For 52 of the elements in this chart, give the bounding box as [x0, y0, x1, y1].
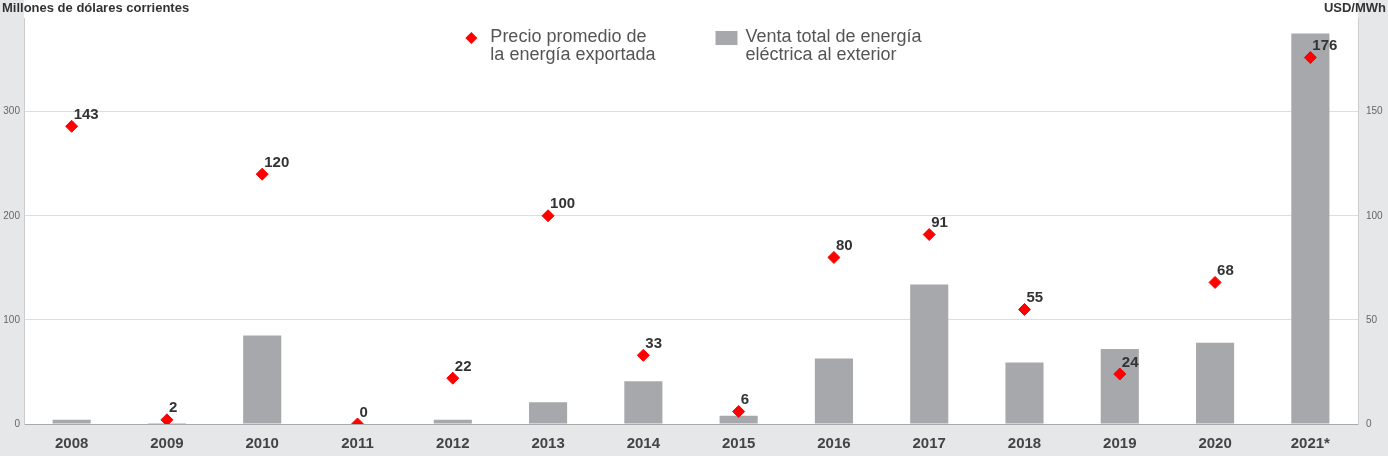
data-label: 55: [1026, 288, 1044, 306]
x-tick-label: 2017: [912, 434, 946, 452]
data-label: 120: [264, 152, 290, 170]
point: [541, 209, 555, 223]
x-tick-label: 2008: [54, 434, 89, 452]
point: [922, 228, 936, 242]
point: [1208, 275, 1222, 289]
y2-tick-label: 150: [1366, 105, 1384, 117]
x-tick-label: 2010: [245, 434, 279, 452]
data-label: 91: [931, 213, 948, 231]
x-tick-label: 2021*: [1290, 434, 1331, 452]
y2-axis-title: USD/MWh: [1323, 0, 1387, 16]
data-label: 80: [835, 236, 853, 254]
x-tick-label: 2020: [1198, 434, 1232, 452]
point: [65, 119, 79, 133]
x-tick-label: 2015: [721, 434, 756, 452]
x-tick-label: 2014: [626, 434, 661, 452]
y-tick-label: 200: [3, 209, 21, 221]
x-tick-label: 2018: [1007, 434, 1042, 452]
legend-label: Venta total de energía eléctrica al exterior: [745, 25, 923, 64]
x-tick-label: 2011: [341, 434, 374, 452]
x-tick-label: 2012: [436, 434, 470, 452]
point: [1018, 302, 1031, 316]
y-tick-label: 300: [3, 105, 21, 117]
data-label: 100: [550, 194, 576, 212]
point: [160, 413, 174, 424]
data-label: 6: [740, 390, 749, 408]
x-tick-label: 2009: [150, 434, 184, 452]
data-label: 33: [645, 333, 663, 351]
data-label: 22: [454, 356, 472, 374]
x-tick-label: 2016: [817, 434, 851, 452]
point: [636, 348, 650, 362]
y-tick-label: 100: [3, 313, 21, 325]
legend-label: Precio promedio de la energía exportada: [490, 25, 657, 64]
y2-tick-label: 0: [1366, 417, 1372, 429]
point: [255, 167, 269, 181]
point: [827, 250, 841, 264]
data-label: 143: [73, 104, 99, 122]
point: [1303, 51, 1317, 65]
y2-tick-label: 50: [1366, 313, 1378, 325]
data-label: 0: [359, 402, 368, 420]
y-tick-label: 0: [14, 417, 21, 429]
point: [446, 371, 460, 385]
data-label: 2: [168, 398, 178, 416]
x-tick-label: 2019: [1103, 434, 1137, 452]
point: [732, 405, 746, 419]
data-label: 24: [1121, 352, 1140, 370]
point: [1113, 367, 1127, 381]
x-tick-label: 2013: [531, 434, 565, 452]
data-label: 68: [1217, 261, 1234, 279]
y-axis-title: Millones de dólares corrientes: [2, 0, 190, 16]
y2-tick-label: 100: [1366, 209, 1384, 221]
